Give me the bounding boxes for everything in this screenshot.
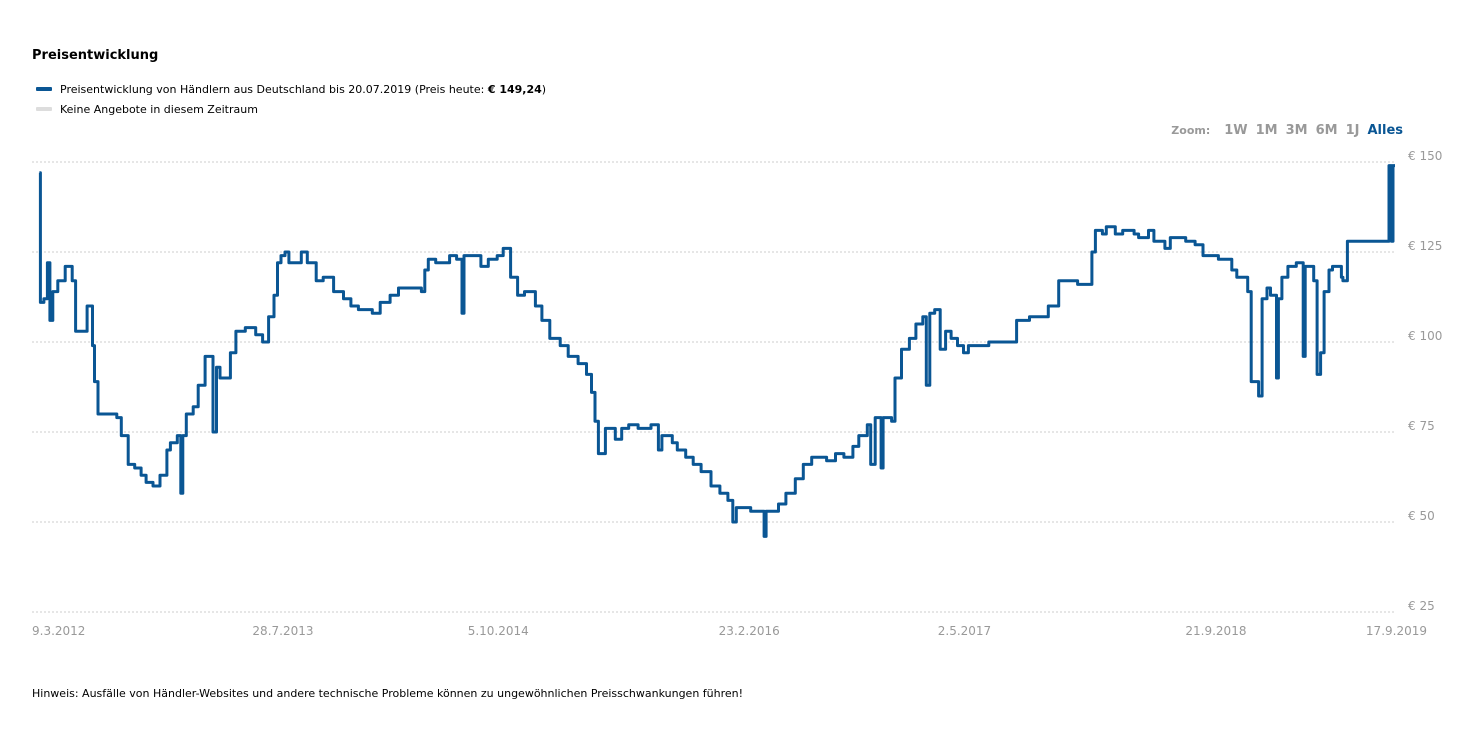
legend-item-series[interactable]: Preisentwicklung von Händlern aus Deutsc… (36, 79, 546, 99)
x-tick-label: 9.3.2012 (32, 624, 85, 638)
series-swatch (36, 87, 52, 91)
x-tick-label: 2.5.2017 (938, 624, 991, 638)
zoom-button-1j[interactable]: 1J (1345, 123, 1360, 138)
x-tick-label: 17.9.2019 (1366, 624, 1427, 638)
y-axis: € 150 € 125 € 100 € 75 € 50 € 25 (1408, 149, 1442, 613)
y-tick-label: € 25 (1408, 599, 1435, 613)
y-tick-label: € 100 (1408, 329, 1442, 343)
x-axis: 9.3.2012 28.7.2013 5.10.2014 23.2.2016 2.5.2… (32, 624, 1427, 638)
zoom-button-1m[interactable]: 1M (1255, 123, 1278, 138)
zoom-button-alles[interactable]: Alles (1367, 123, 1403, 138)
y-tick-label: € 75 (1408, 419, 1435, 433)
price-series-line[interactable] (38, 164, 1395, 538)
y-tick-label: € 125 (1408, 239, 1442, 253)
legend-no-offers-label: Keine Angebote in diesem Zeitraum (60, 102, 258, 116)
legend: Preisentwicklung von Händlern aus Deutsc… (36, 79, 546, 119)
zoom-controls: Zoom: 1W 1M 3M 6M 1J Alles (1171, 123, 1403, 138)
zoom-button-1w[interactable]: 1W (1224, 123, 1248, 138)
no-offers-swatch (36, 107, 52, 111)
x-tick-label: 23.2.2016 (719, 624, 780, 638)
series-group (38, 164, 1395, 538)
chart-title: Preisentwicklung (32, 48, 159, 63)
disclaimer-note: Hinweis: Ausfälle von Händler-Websites u… (32, 687, 744, 700)
legend-item-no-offers[interactable]: Keine Angebote in diesem Zeitraum (36, 99, 546, 119)
zoom-label: Zoom: (1171, 124, 1211, 137)
y-tick-label: € 150 (1408, 149, 1442, 163)
zoom-button-6m[interactable]: 6M (1315, 123, 1338, 138)
x-tick-label: 28.7.2013 (252, 624, 313, 638)
grid-lines (32, 161, 1395, 613)
current-price: € 149,24 (487, 82, 542, 96)
zoom-button-3m[interactable]: 3M (1285, 123, 1308, 138)
x-tick-label: 5.10.2014 (468, 624, 529, 638)
legend-series-label: Preisentwicklung von Händlern aus Deutsc… (60, 82, 547, 96)
y-tick-label: € 50 (1408, 509, 1435, 523)
x-tick-label: 21.9.2018 (1185, 624, 1246, 638)
